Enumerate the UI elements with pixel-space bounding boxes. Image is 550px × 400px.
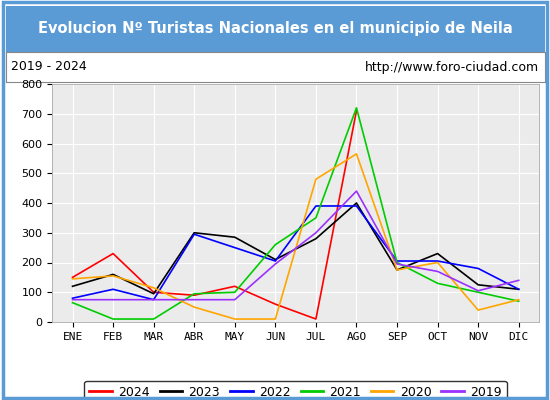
Text: http://www.foro-ciudad.com: http://www.foro-ciudad.com (365, 60, 539, 74)
Text: Evolucion Nº Turistas Nacionales en el municipio de Neila: Evolucion Nº Turistas Nacionales en el m… (37, 22, 513, 36)
Text: 2019 - 2024: 2019 - 2024 (11, 60, 87, 74)
Legend: 2024, 2023, 2022, 2021, 2020, 2019: 2024, 2023, 2022, 2021, 2020, 2019 (85, 381, 507, 400)
